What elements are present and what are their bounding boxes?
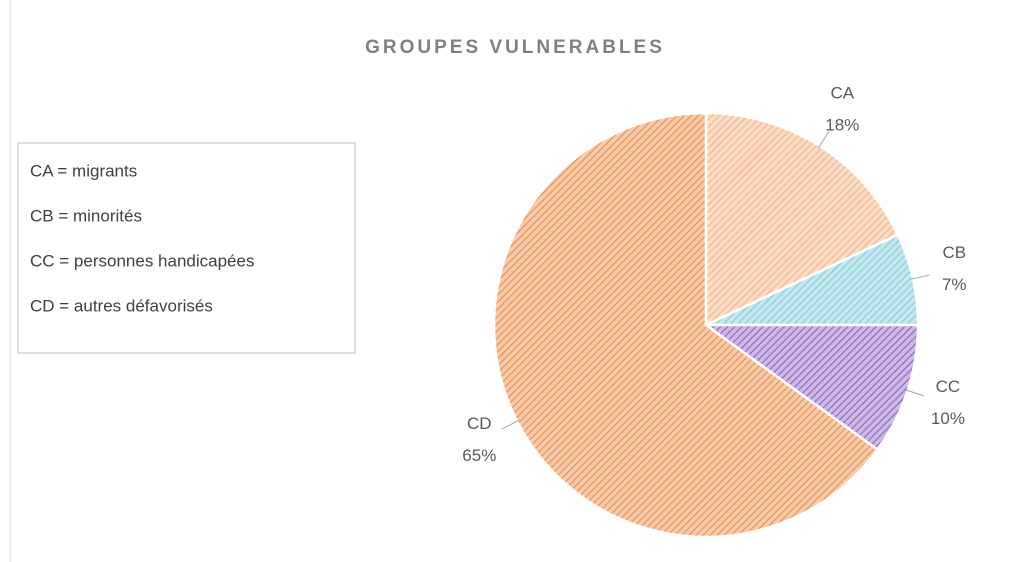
legend-note: CD = autres défavorisés (30, 296, 213, 315)
legend-note: CA = migrants (30, 161, 137, 180)
data-label-value: 18% (825, 116, 859, 135)
leader-line (910, 274, 930, 280)
legend-note: CB = minorités (30, 206, 142, 225)
data-label-value: 65% (462, 446, 496, 465)
data-label-name: CB (942, 243, 966, 262)
data-label-value: 7% (942, 275, 967, 294)
data-label-name: CD (467, 414, 492, 433)
leader-line (501, 419, 520, 430)
data-label-name: CC (936, 377, 961, 396)
leader-line (818, 131, 830, 149)
legend-note: CC = personnes handicapées (30, 251, 254, 270)
leader-line (905, 389, 924, 397)
data-label-value: 10% (931, 409, 965, 428)
legend-box (17, 142, 356, 354)
data-label-name: CA (831, 84, 855, 103)
chart-title: GROUPES VULNERABLES (365, 37, 665, 58)
